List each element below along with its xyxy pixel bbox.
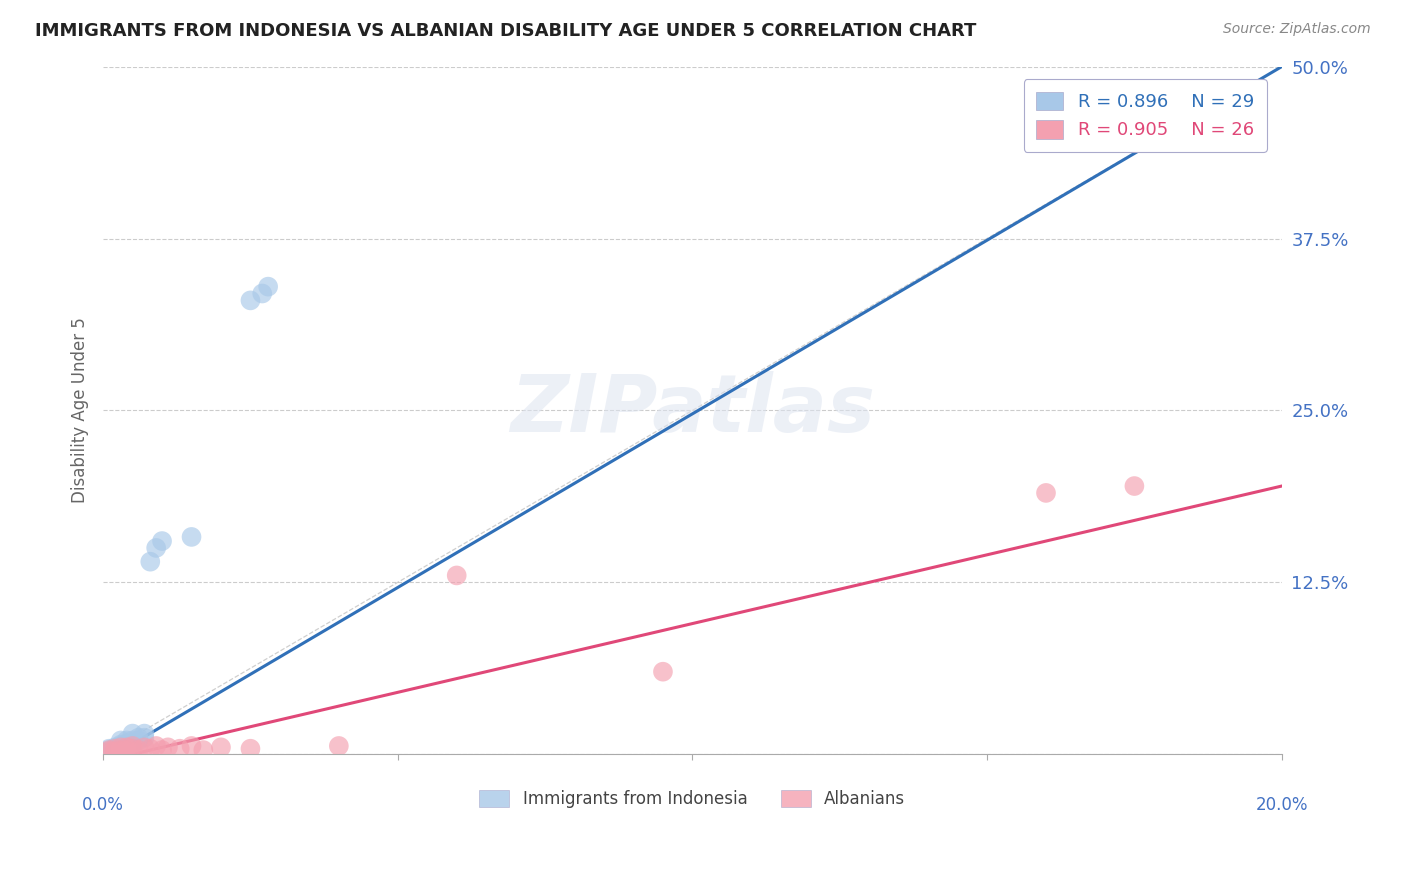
Point — [98, 741, 121, 756]
Point — [115, 740, 138, 755]
Point — [121, 741, 143, 756]
Point — [134, 740, 156, 755]
Point — [169, 741, 191, 756]
Point — [104, 741, 127, 756]
Text: Source: ZipAtlas.com: Source: ZipAtlas.com — [1223, 22, 1371, 37]
Point — [110, 738, 132, 752]
Point — [104, 741, 127, 756]
Point — [110, 743, 132, 757]
Point — [115, 733, 138, 747]
Point — [110, 743, 132, 757]
Point — [134, 731, 156, 745]
Point — [121, 726, 143, 740]
Point — [239, 293, 262, 308]
Point — [121, 739, 143, 753]
Text: ZIPatlas: ZIPatlas — [510, 371, 875, 450]
Text: 0.0%: 0.0% — [82, 796, 124, 814]
Text: 20.0%: 20.0% — [1256, 796, 1308, 814]
Point — [156, 740, 179, 755]
Point — [110, 740, 132, 755]
Point — [180, 739, 202, 753]
Point — [145, 739, 167, 753]
Legend: Immigrants from Indonesia, Albanians: Immigrants from Indonesia, Albanians — [472, 783, 912, 814]
Point — [104, 744, 127, 758]
Point — [110, 741, 132, 756]
Point — [139, 555, 162, 569]
Point — [104, 743, 127, 757]
Point — [150, 743, 173, 757]
Point — [127, 743, 149, 757]
Point — [110, 739, 132, 753]
Point — [98, 743, 121, 757]
Point — [115, 740, 138, 755]
Point — [1123, 479, 1146, 493]
Point — [98, 744, 121, 758]
Point — [127, 731, 149, 745]
Point — [239, 741, 262, 756]
Point — [121, 733, 143, 747]
Point — [328, 739, 350, 753]
Point — [115, 743, 138, 757]
Point — [139, 741, 162, 756]
Point — [98, 743, 121, 757]
Point — [145, 541, 167, 555]
Point — [652, 665, 675, 679]
Point — [104, 740, 127, 755]
Point — [104, 744, 127, 758]
Point — [127, 733, 149, 747]
Point — [180, 530, 202, 544]
Point — [115, 736, 138, 750]
Point — [257, 279, 280, 293]
Point — [193, 743, 215, 757]
Point — [446, 568, 468, 582]
Point — [98, 744, 121, 758]
Y-axis label: Disability Age Under 5: Disability Age Under 5 — [72, 318, 89, 503]
Point — [150, 534, 173, 549]
Point — [134, 726, 156, 740]
Point — [1035, 486, 1057, 500]
Text: IMMIGRANTS FROM INDONESIA VS ALBANIAN DISABILITY AGE UNDER 5 CORRELATION CHART: IMMIGRANTS FROM INDONESIA VS ALBANIAN DI… — [35, 22, 977, 40]
Point — [110, 733, 132, 747]
Point — [209, 740, 232, 755]
Point — [252, 286, 274, 301]
Point — [121, 736, 143, 750]
